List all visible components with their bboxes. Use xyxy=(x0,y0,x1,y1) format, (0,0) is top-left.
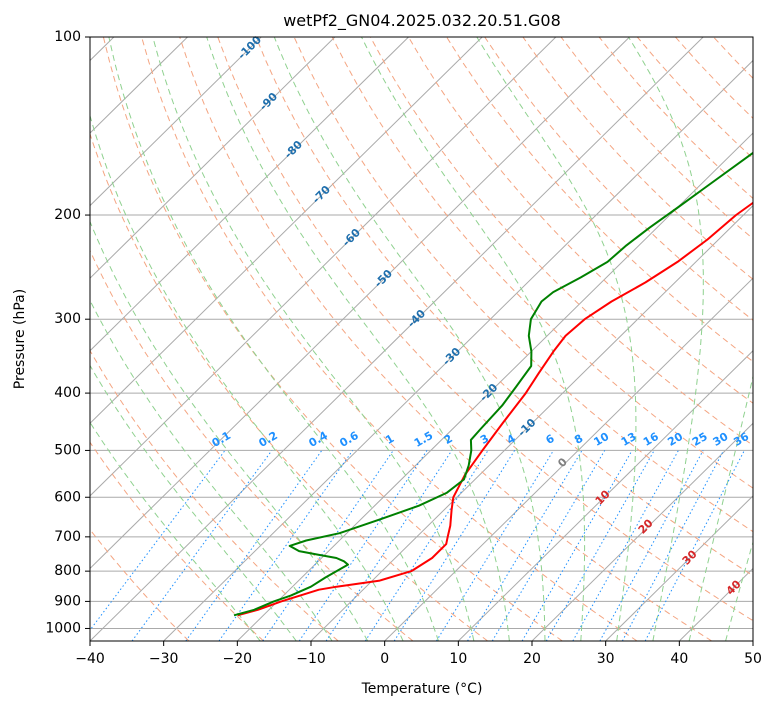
y-axis-label: Pressure (hPa) xyxy=(12,289,28,389)
x-tick-label: 30 xyxy=(597,651,615,667)
x-tick-label: −10 xyxy=(296,651,326,667)
x-tick-label: 0 xyxy=(380,651,389,667)
y-tick-label: 300 xyxy=(54,311,81,327)
y-tick-label: 700 xyxy=(54,529,81,545)
chart-title: wetPf2_GN04.2025.032.20.51.G08 xyxy=(283,11,561,31)
y-tick-label: 900 xyxy=(54,593,81,609)
x-tick-label: −30 xyxy=(149,651,179,667)
x-tick-label: 20 xyxy=(523,651,541,667)
y-tick-label: 500 xyxy=(54,442,81,458)
x-tick-label: −40 xyxy=(75,651,105,667)
plot-background xyxy=(90,37,753,641)
x-axis-label: Temperature (°C) xyxy=(361,681,483,697)
y-tick-label: 400 xyxy=(54,385,81,401)
x-tick-label: 50 xyxy=(744,651,762,667)
isotherm-line xyxy=(753,37,775,641)
y-tick-label: 800 xyxy=(54,563,81,579)
y-tick-label: 600 xyxy=(54,489,81,505)
dry-adiabat xyxy=(752,37,775,641)
x-tick-label: 10 xyxy=(449,651,467,667)
x-tick-label: −20 xyxy=(223,651,253,667)
y-tick-label: 1000 xyxy=(45,620,81,636)
y-tick-label: 200 xyxy=(54,207,81,223)
x-tick-label: 40 xyxy=(670,651,688,667)
y-tick-label: 100 xyxy=(54,29,81,45)
